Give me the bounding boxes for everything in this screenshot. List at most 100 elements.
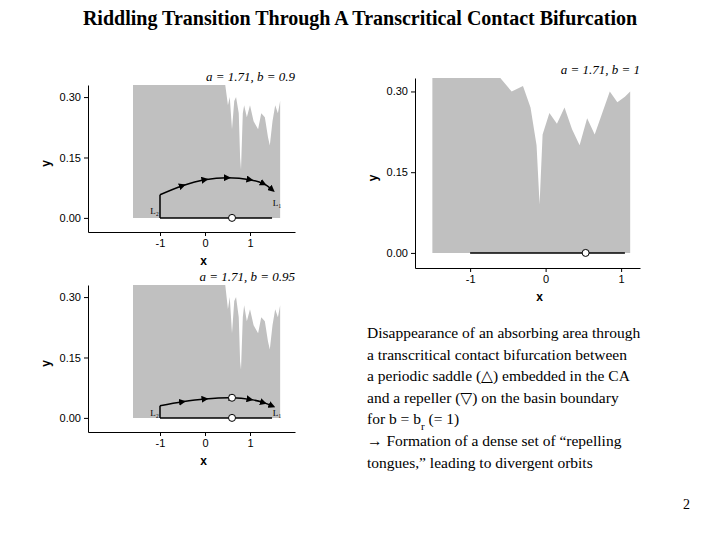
tick-mark: [250, 232, 251, 236]
caption-line: → Formation of a dense set of “repelling: [367, 432, 622, 449]
axis-line: [415, 79, 416, 269]
tick-mark: [84, 157, 88, 158]
tick-label: 1: [247, 437, 253, 449]
tick-mark: [205, 232, 206, 236]
tick-label: 0: [543, 273, 549, 285]
caption-text: for b = b: [367, 410, 421, 427]
slide-title: Riddling Transition Through A Transcriti…: [83, 7, 637, 30]
tick-mark: [84, 357, 88, 358]
y-axis-title: y: [39, 160, 53, 167]
y-axis: 0.00 0.15 0.30: [387, 79, 416, 269]
tick: 0.00: [60, 212, 88, 224]
axis-line: [88, 286, 89, 433]
tick: 0.00: [387, 247, 415, 259]
fixed-point: [229, 414, 236, 421]
tick: 1: [247, 432, 253, 449]
axis-line: [88, 86, 89, 233]
tick-label: 0.00: [60, 412, 81, 424]
caption-line: and a repeller (▽) on the basin boundary: [367, 389, 619, 407]
tick-label: 0.30: [387, 85, 408, 97]
invariant-curve: [160, 398, 272, 406]
tick-label: -1: [466, 273, 476, 285]
tick-label: 0.15: [60, 352, 81, 364]
tick-mark: [411, 253, 415, 254]
plot-area: [133, 285, 280, 421]
tick-label: 0.30: [60, 91, 81, 103]
x-axis-title: x: [536, 290, 543, 304]
invariant-segment: [159, 195, 161, 218]
x-axis: -1 0 1: [89, 232, 296, 249]
annotation: L₂: [150, 206, 159, 216]
tick-mark: [621, 268, 622, 272]
tick-mark: [160, 232, 161, 236]
tick: 0.30: [60, 291, 88, 303]
page-number: 2: [683, 497, 690, 512]
basin-area: [133, 285, 280, 418]
tick: 0: [202, 432, 208, 449]
tick-mark: [84, 218, 88, 219]
tick: 0.15: [60, 152, 88, 164]
invariant-segment: [160, 217, 272, 219]
tick-label: 0.30: [60, 291, 81, 303]
tick: 0.30: [60, 91, 88, 103]
tick: -1: [156, 432, 166, 449]
tick-label: 1: [619, 273, 625, 285]
tick: 0.15: [60, 352, 88, 364]
tick-label: 0: [202, 237, 208, 249]
y-axis-title: y: [366, 174, 380, 181]
tick-mark: [84, 297, 88, 298]
invariant-curve: [160, 178, 272, 195]
fixed-point: [582, 249, 589, 256]
invariant-segment: [159, 406, 161, 418]
plot-area: [432, 78, 630, 256]
tick: 0: [202, 232, 208, 249]
tick-label: 0.00: [60, 212, 81, 224]
tick: 0.00: [60, 412, 88, 424]
annotation: L₁: [273, 198, 282, 208]
tick-label: -1: [156, 237, 166, 249]
tick-label: -1: [156, 437, 166, 449]
axis-line: [416, 268, 641, 269]
x-axis-title: x: [200, 254, 207, 268]
caption-line: tongues,” leading to divergent orbits: [367, 454, 593, 471]
tick-mark: [250, 432, 251, 436]
plot-title: a = 1.71, b = 0.95: [199, 269, 295, 284]
tick-mark: [470, 268, 471, 272]
y-axis-title: y: [39, 360, 53, 367]
tick-label: 0: [202, 437, 208, 449]
x-axis: -1 0 1: [89, 432, 296, 449]
caption: Disappearance of an absorbing area throu…: [367, 324, 641, 471]
basin-area: [133, 85, 280, 218]
tick-mark: [546, 268, 547, 272]
x-axis-title: x: [200, 454, 207, 468]
tick: -1: [156, 232, 166, 249]
caption-line: a transcritical contact bifurcation betw…: [367, 346, 627, 363]
fixed-point: [229, 394, 236, 401]
tick-label: 1: [247, 237, 253, 249]
tick-mark: [411, 172, 415, 173]
axis-line: [89, 432, 296, 433]
plot-title: a = 1.71, b = 1: [561, 62, 640, 77]
caption-line: for b = br (= 1): [367, 410, 459, 432]
tick: -1: [466, 268, 476, 285]
tick-label: 0.00: [387, 247, 408, 259]
plot-title: a = 1.71, b = 0.9: [206, 69, 296, 84]
tick: 1: [619, 268, 625, 285]
caption-line: Disappearance of an absorbing area throu…: [367, 324, 641, 341]
plot-area: [133, 85, 280, 221]
axis-line: [89, 232, 296, 233]
annotation: L₁: [273, 408, 282, 418]
tick: 0.15: [387, 166, 415, 178]
y-axis: 0.00 0.15 0.30: [60, 286, 89, 433]
tick: 1: [247, 232, 253, 249]
invariant-segment: [470, 252, 625, 254]
chart: -1 0 1 0.00 0.15 0.30 x y a = 1.71, b = 0.9 L₂ L₁: [39, 69, 296, 268]
tick-label: 0.15: [387, 166, 408, 178]
x-axis: -1 0 1: [416, 268, 641, 285]
caption-line: a periodic saddle (△) embedded in the CA: [367, 367, 631, 385]
chart: -1010.000.150.30xya = 1.71, b = 0.95L₂L₁: [39, 269, 296, 468]
invariant-segment: [160, 417, 272, 419]
chart: -1 0 1 0.00 0.15 0.30 x y a = 1.71, b = 1: [366, 62, 641, 304]
caption-text: (= 1): [425, 410, 460, 428]
tick: 0.30: [387, 85, 415, 97]
